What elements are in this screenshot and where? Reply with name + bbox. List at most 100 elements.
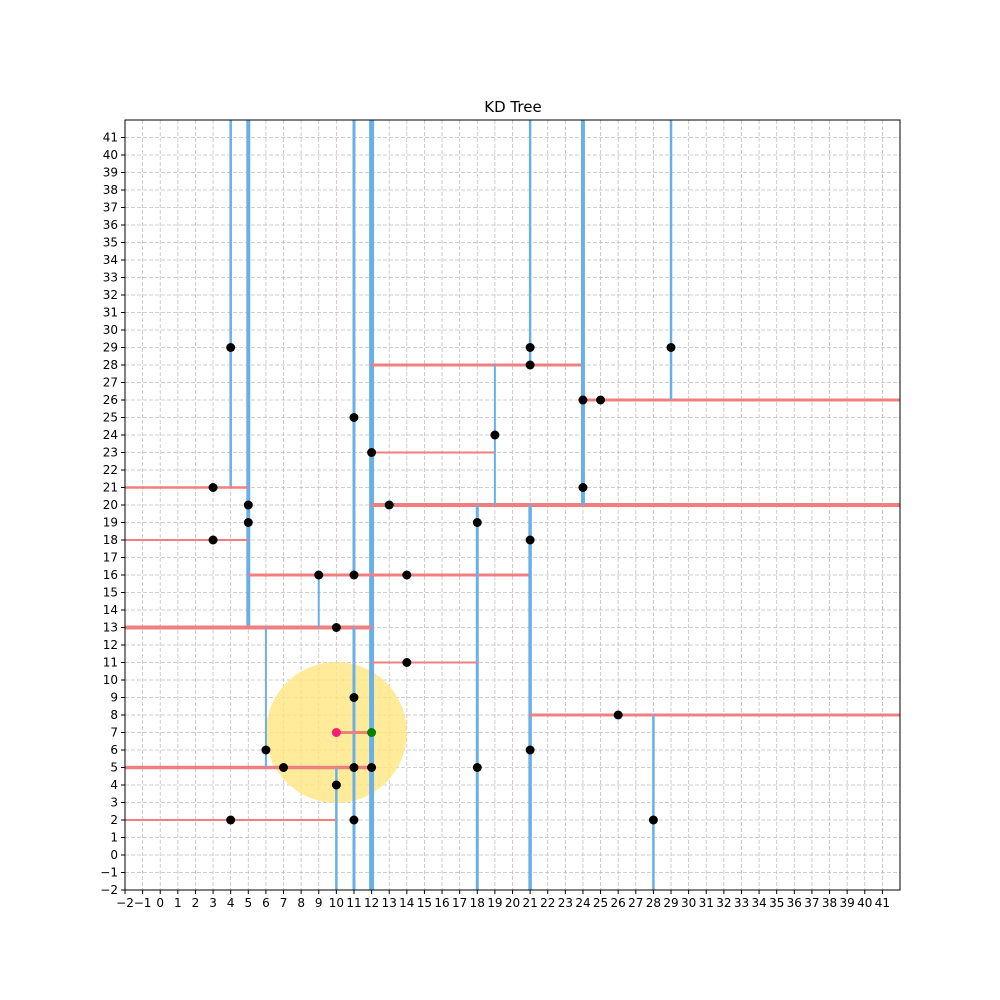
data-point bbox=[384, 500, 394, 510]
data-point bbox=[349, 693, 359, 702]
x-tick-label: 39 bbox=[840, 896, 855, 910]
y-tick-label: 15 bbox=[103, 586, 118, 600]
data-point bbox=[525, 535, 535, 545]
x-tick-label: 11 bbox=[346, 896, 361, 910]
data-point bbox=[525, 360, 535, 370]
y-tick-label: 24 bbox=[103, 428, 118, 442]
split-lines bbox=[125, 120, 900, 890]
data-point bbox=[208, 483, 218, 492]
x-tick-label: 23 bbox=[558, 896, 573, 910]
data-point bbox=[367, 763, 377, 772]
x-tick-label: 24 bbox=[575, 896, 590, 910]
y-tick-label: 10 bbox=[103, 673, 118, 687]
x-tick-label: 29 bbox=[663, 896, 678, 910]
data-point bbox=[243, 500, 253, 510]
data-point bbox=[367, 448, 377, 457]
x-tick-label: 14 bbox=[399, 896, 414, 910]
y-tick-label: 12 bbox=[103, 638, 118, 652]
x-tick-label: 25 bbox=[593, 896, 608, 910]
x-tick-label: 32 bbox=[716, 896, 731, 910]
x-tick-label: 6 bbox=[262, 896, 270, 910]
nearest-point bbox=[367, 728, 377, 737]
data-point bbox=[472, 518, 482, 527]
data-point bbox=[472, 763, 482, 772]
data-point bbox=[402, 658, 412, 667]
x-tick-label: 17 bbox=[452, 896, 467, 910]
x-tick-label: 41 bbox=[875, 896, 890, 910]
y-tick-label: 30 bbox=[103, 323, 118, 337]
y-tick-label: 16 bbox=[103, 568, 118, 582]
data-point bbox=[648, 815, 658, 825]
x-tick-label: −2 bbox=[116, 896, 134, 910]
x-tick-label: 33 bbox=[734, 896, 749, 910]
chart-title: KD Tree bbox=[484, 98, 541, 116]
x-tick-label: 21 bbox=[522, 896, 537, 910]
query-point bbox=[331, 728, 341, 737]
x-tick-label: 27 bbox=[628, 896, 643, 910]
data-point bbox=[226, 343, 236, 352]
y-tick-label: 38 bbox=[103, 183, 118, 197]
y-tick-label: 41 bbox=[103, 131, 118, 145]
x-tick-label: 22 bbox=[540, 896, 555, 910]
x-tick-label: 5 bbox=[244, 896, 252, 910]
y-tick-label: 26 bbox=[103, 393, 118, 407]
data-point bbox=[578, 395, 588, 405]
data-point bbox=[578, 483, 588, 492]
data-point bbox=[666, 343, 676, 352]
y-tick-label: 34 bbox=[103, 253, 118, 267]
y-tick-label: 3 bbox=[110, 796, 118, 810]
y-tick-label: 4 bbox=[110, 778, 118, 792]
x-tick-label: 28 bbox=[646, 896, 661, 910]
data-point bbox=[525, 343, 535, 352]
y-tick-label: 2 bbox=[110, 813, 118, 827]
x-tick-label: 10 bbox=[329, 896, 344, 910]
data-point bbox=[349, 815, 359, 825]
x-tick-label: 12 bbox=[364, 896, 379, 910]
y-tick-label: 6 bbox=[110, 743, 118, 757]
y-tick-label: 22 bbox=[103, 463, 118, 477]
y-tick-label: 18 bbox=[103, 533, 118, 547]
x-tick-label: 35 bbox=[769, 896, 784, 910]
x-tick-label: 37 bbox=[804, 896, 819, 910]
x-tick-label: 15 bbox=[417, 896, 432, 910]
y-tick-label: 27 bbox=[103, 376, 118, 390]
y-tick-label: 19 bbox=[103, 516, 118, 530]
data-point bbox=[331, 780, 341, 790]
y-tick-label: 25 bbox=[103, 411, 118, 425]
x-axis: −2 −1 0 1 2 3 4 5 6 7 8 9 10 11 12 13 14 15 16 17 18 19 20 21 22… bbox=[116, 890, 890, 910]
x-tick-label: 13 bbox=[382, 896, 397, 910]
y-tick-label: 37 bbox=[103, 201, 118, 215]
data-point bbox=[613, 710, 623, 720]
data-points bbox=[208, 343, 676, 825]
x-tick-label: 19 bbox=[487, 896, 502, 910]
x-tick-label: 34 bbox=[751, 896, 766, 910]
y-tick-label: 36 bbox=[103, 218, 118, 232]
data-point bbox=[349, 570, 359, 580]
y-tick-label: 33 bbox=[103, 271, 118, 285]
x-tick-label: 20 bbox=[505, 896, 520, 910]
y-tick-label: 11 bbox=[103, 656, 118, 670]
data-point bbox=[349, 413, 359, 422]
y-tick-label: 32 bbox=[103, 288, 118, 302]
y-tick-label: 0 bbox=[110, 848, 118, 862]
x-tick-label: 16 bbox=[434, 896, 449, 910]
y-tick-label: 13 bbox=[103, 621, 118, 635]
data-point bbox=[243, 518, 253, 527]
x-tick-label: 40 bbox=[857, 896, 872, 910]
data-point bbox=[279, 763, 289, 772]
y-tick-label: 7 bbox=[110, 726, 118, 740]
y-tick-label: 1 bbox=[110, 831, 118, 845]
x-tick-label: 31 bbox=[699, 896, 714, 910]
y-tick-label: 40 bbox=[103, 148, 118, 162]
x-tick-label: −1 bbox=[134, 896, 152, 910]
data-point bbox=[261, 745, 271, 755]
data-point bbox=[314, 570, 324, 580]
y-tick-label: 28 bbox=[103, 358, 118, 372]
x-tick-label: 18 bbox=[470, 896, 485, 910]
y-tick-label: −1 bbox=[100, 866, 118, 880]
x-tick-label: 26 bbox=[611, 896, 626, 910]
y-tick-label: 9 bbox=[110, 691, 118, 705]
y-tick-label: 21 bbox=[103, 481, 118, 495]
